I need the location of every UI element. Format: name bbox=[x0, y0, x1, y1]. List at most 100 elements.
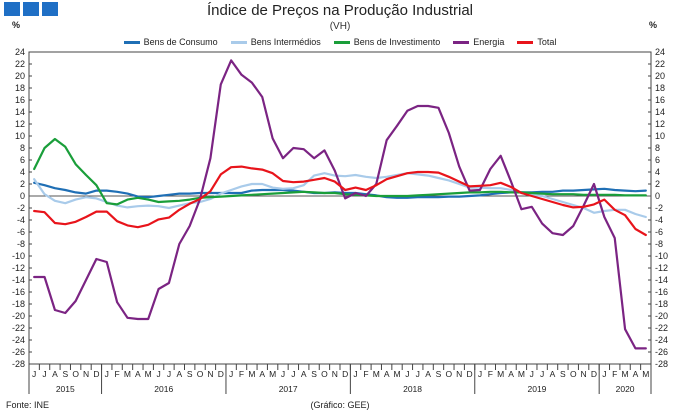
y-tick-label-left: 10 bbox=[15, 131, 25, 141]
y-tick-label-left: 12 bbox=[15, 119, 25, 129]
x-tick-label-month: M bbox=[373, 369, 380, 379]
y-tick-label-left: -12 bbox=[12, 263, 25, 273]
legend-swatch bbox=[517, 40, 534, 44]
y-tick-label-left: -24 bbox=[12, 335, 25, 345]
x-tick-label-month: N bbox=[581, 369, 587, 379]
y-tick-label-right: -26 bbox=[655, 347, 668, 357]
y-tick-label-left: -10 bbox=[12, 251, 25, 261]
y-tick-label-left: 18 bbox=[15, 83, 25, 93]
y-tick-label-right: 12 bbox=[655, 119, 665, 129]
x-tick-label-month: D bbox=[591, 369, 597, 379]
x-tick-label-month: F bbox=[239, 369, 244, 379]
x-tick-label-month: F bbox=[363, 369, 368, 379]
y-tick-label-left: -28 bbox=[12, 359, 25, 369]
x-tick-label-month: J bbox=[405, 369, 409, 379]
x-tick-label-month: O bbox=[197, 369, 204, 379]
y-tick-label-right: 22 bbox=[655, 59, 665, 69]
y-tick-label-right: 6 bbox=[655, 155, 660, 165]
y-tick-label-left: 4 bbox=[20, 167, 25, 177]
x-tick-label-month: D bbox=[93, 369, 99, 379]
legend-label: Total bbox=[537, 37, 557, 47]
legend-label: Energia bbox=[473, 37, 505, 47]
y-tick-label-right: -12 bbox=[655, 263, 668, 273]
x-tick-label-month: M bbox=[642, 369, 649, 379]
series-line-bens-de-investimento bbox=[33, 137, 647, 206]
x-tick-label-year: 2019 bbox=[528, 384, 547, 394]
x-tick-label-month: M bbox=[145, 369, 152, 379]
x-tick-label-month: J bbox=[156, 369, 160, 379]
right-axis-unit: % bbox=[649, 20, 658, 30]
y-tick-label-right: -28 bbox=[655, 359, 668, 369]
y-tick-label-left: -18 bbox=[12, 299, 25, 309]
logo-block bbox=[23, 2, 39, 16]
y-tick-label-right: -20 bbox=[655, 311, 668, 321]
x-tick-label-month: A bbox=[550, 369, 556, 379]
y-tick-label-right: 20 bbox=[655, 71, 665, 81]
legend-swatch bbox=[123, 40, 140, 44]
x-tick-label-month: N bbox=[456, 369, 462, 379]
legend: Bens de Consumo Bens Intermédios Bens de I… bbox=[0, 37, 680, 47]
y-tick-label-right: -18 bbox=[655, 299, 668, 309]
x-tick-label-month: J bbox=[540, 369, 544, 379]
y-tick-label-left: 22 bbox=[15, 59, 25, 69]
x-tick-label-month: O bbox=[321, 369, 328, 379]
x-tick-label-month: F bbox=[488, 369, 493, 379]
y-tick-label-left: 0 bbox=[20, 191, 25, 201]
x-tick-label-month: A bbox=[52, 369, 58, 379]
y-tick-label-right: -22 bbox=[655, 323, 668, 333]
x-tick-label-month: M bbox=[124, 369, 131, 379]
chart-title: Índice de Preços na Produção Industrial bbox=[207, 2, 473, 19]
y-tick-label-right: -16 bbox=[655, 287, 668, 297]
y-tick-label-right: 24 bbox=[655, 47, 665, 57]
x-tick-label-month: O bbox=[570, 369, 577, 379]
y-tick-label-right: -4 bbox=[655, 215, 663, 225]
plot-frame bbox=[28, 51, 652, 365]
x-tick-label-month: D bbox=[467, 369, 473, 379]
legend-item-energia: Energia bbox=[453, 37, 504, 47]
legend-item-bens-de-investimento: Bens de Investimento bbox=[333, 37, 440, 47]
y-tick-label-left: -20 bbox=[12, 311, 25, 321]
x-tick-label-month: M bbox=[248, 369, 255, 379]
x-tick-label-month: D bbox=[342, 369, 348, 379]
x-tick-label-month: D bbox=[218, 369, 224, 379]
y-tick-label-left: 8 bbox=[20, 143, 25, 153]
series-line-total bbox=[33, 165, 647, 237]
x-tick-label-month: J bbox=[32, 369, 36, 379]
y-tick-label-left: 24 bbox=[15, 47, 25, 57]
y-tick-label-right: -2 bbox=[655, 203, 663, 213]
y-tick-label-left: -4 bbox=[17, 215, 25, 225]
x-tick-label-month: N bbox=[332, 369, 338, 379]
chart-subtitle: (VH) bbox=[329, 21, 351, 32]
x-tick-label-year: 2015 bbox=[56, 384, 75, 394]
x-tick-label-month: J bbox=[353, 369, 357, 379]
x-tick-label-year: 2016 bbox=[154, 384, 173, 394]
x-tick-label-month: A bbox=[176, 369, 182, 379]
x-tick-label-month: J bbox=[602, 369, 606, 379]
legend-label: Bens de Consumo bbox=[143, 37, 218, 47]
legend-item-bens-de-consumo: Bens de Consumo bbox=[123, 37, 218, 47]
legend-label: Bens Intermédios bbox=[250, 37, 321, 47]
y-tick-label-right: 4 bbox=[655, 167, 660, 177]
y-tick-label-right: 14 bbox=[655, 107, 665, 117]
x-tick-label-month: A bbox=[384, 369, 390, 379]
x-tick-label-month: A bbox=[508, 369, 514, 379]
y-tick-label-left: 2 bbox=[20, 179, 25, 189]
y-tick-label-left: -6 bbox=[17, 227, 25, 237]
y-tick-label-right: -14 bbox=[655, 275, 668, 285]
x-tick-label-month: S bbox=[62, 369, 68, 379]
legend-swatch bbox=[230, 40, 247, 44]
y-tick-label-right: -10 bbox=[655, 251, 668, 261]
x-tick-label-month: A bbox=[425, 369, 431, 379]
x-tick-label-month: M bbox=[497, 369, 504, 379]
series-line-bens-intermedios bbox=[33, 172, 647, 219]
series-line-energia bbox=[33, 59, 647, 350]
x-tick-label-month: F bbox=[612, 369, 617, 379]
x-tick-label-month: J bbox=[229, 369, 233, 379]
x-tick-label-month: J bbox=[42, 369, 46, 379]
x-tick-label-month: A bbox=[259, 369, 265, 379]
x-tick-label-month: J bbox=[105, 369, 109, 379]
x-tick-label-year: 2018 bbox=[403, 384, 422, 394]
y-tick-label-left: -26 bbox=[12, 347, 25, 357]
legend-swatch bbox=[453, 40, 470, 44]
